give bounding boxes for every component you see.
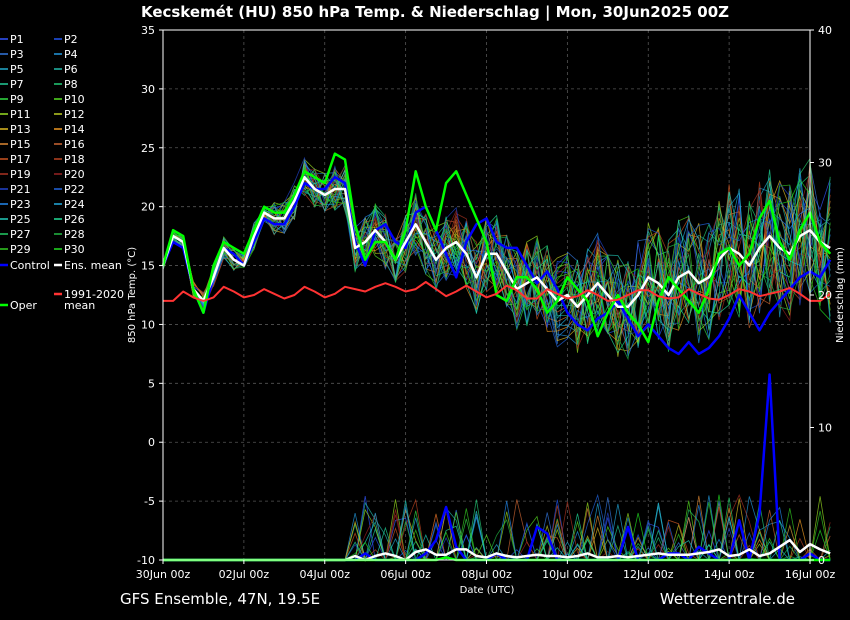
member-line-p24 <box>162 160 831 330</box>
x-tick-label: 14Jul 00z <box>704 568 755 581</box>
legend-label: P4 <box>64 48 78 61</box>
y-tick-label: 5 <box>148 377 155 390</box>
legend: P1 P2 P3 P4 P5 P6 P7 P8 P9 P10 P11 P12 P13 P14 P15 P16 P… <box>0 33 124 312</box>
legend-label: P28 <box>64 228 85 241</box>
legend-label: P30 <box>64 243 85 256</box>
y-axis-ticks: 35 30 25 20 15 10 5 0 -5 -10 <box>137 24 163 567</box>
y2-tick-label: 20 <box>818 289 832 302</box>
y-tick-label: 0 <box>148 436 155 449</box>
legend-label: P7 <box>10 78 24 91</box>
series-oper <box>161 152 832 344</box>
y-tick-label: 35 <box>141 24 155 37</box>
legend-label: P5 <box>10 63 24 76</box>
y2-tick-label: 30 <box>818 157 832 170</box>
legend-label: P17 <box>10 153 31 166</box>
legend-label: P24 <box>64 198 85 211</box>
legend-label: P9 <box>10 93 24 106</box>
legend-label: P27 <box>10 228 31 241</box>
x-tick-label: 16Jul 00z <box>785 568 836 581</box>
y2-axis-ticks: 40 30 20 10 0 <box>810 24 832 567</box>
member-precip-p13 <box>163 498 831 562</box>
legend-label: P11 <box>10 108 31 121</box>
legend-label: 1991-2020 mean <box>64 288 124 312</box>
legend-label: P25 <box>10 213 31 226</box>
legend-label: P29 <box>10 243 31 256</box>
series-control <box>161 175 832 356</box>
y-axis-label: 850 hPa Temp. (°C) <box>127 247 138 343</box>
grid <box>162 29 811 561</box>
legend-label: P2 <box>64 33 78 46</box>
legend-label: P15 <box>10 138 31 151</box>
x-tick-label: 02Jul 00z <box>219 568 270 581</box>
x-axis-ticks: 30Jun 00z 02Jul 00z 04Jul 00z 06Jul 00z 08Ju… <box>136 560 836 581</box>
member-precip-p27 <box>163 497 831 561</box>
series-ens-mean-precip <box>163 538 831 562</box>
legend-label: P22 <box>64 183 85 196</box>
y-tick-label: 30 <box>141 83 155 96</box>
legend-label: P16 <box>64 138 85 151</box>
y2-tick-label: 40 <box>818 24 832 37</box>
member-line-p26 <box>162 169 831 354</box>
legend-label: P20 <box>64 168 85 181</box>
footer-model-info: GFS Ensemble, 47N, 19.5E <box>120 590 320 608</box>
x-axis-label: Date (UTC) <box>460 585 515 596</box>
legend-label: P6 <box>64 63 78 76</box>
legend-label: P18 <box>64 153 85 166</box>
legend-label: P26 <box>64 213 85 226</box>
y-tick-label: 15 <box>141 260 155 273</box>
x-tick-label: 30Jun 00z <box>136 568 191 581</box>
x-tick-label: 08Jul 00z <box>461 568 512 581</box>
series-1991-2020-mean <box>163 281 831 302</box>
y2-tick-label: 10 <box>818 422 832 435</box>
x-tick-label: 06Jul 00z <box>380 568 431 581</box>
x-tick-label: 04Jul 00z <box>299 568 350 581</box>
legend-label: P19 <box>10 168 31 181</box>
legend-label: P13 <box>10 123 31 136</box>
legend-label: Control <box>10 259 50 272</box>
legend-label: P10 <box>64 93 85 106</box>
legend-label: P12 <box>64 108 85 121</box>
y-tick-label: 25 <box>141 142 155 155</box>
legend-label: Ens. mean <box>64 259 122 272</box>
member-precip-p3 <box>163 497 831 561</box>
y-tick-label: 20 <box>141 201 155 214</box>
y-tick-label: -10 <box>137 554 155 567</box>
chart-title: Kecskemét (HU) 850 hPa Temp. & Niedersch… <box>141 3 729 22</box>
footer-site: Wetterzentrale.de <box>660 590 795 608</box>
legend-label: P21 <box>10 183 31 196</box>
member-line-p21 <box>162 156 831 335</box>
y2-tick-label: 0 <box>818 554 825 567</box>
legend-label: P14 <box>64 123 85 136</box>
legend-label: P8 <box>64 78 78 91</box>
y2-axis-label: Niederschlag (mm) <box>835 247 846 343</box>
y-tick-label: 10 <box>141 318 155 331</box>
y-tick-label: -5 <box>144 495 155 508</box>
legend-label: P1 <box>10 33 24 46</box>
legend-label: P23 <box>10 198 31 211</box>
member-line-p25 <box>162 170 831 332</box>
member-line-p17 <box>162 165 831 337</box>
member-line-p28 <box>162 183 831 361</box>
legend-label: P3 <box>10 48 24 61</box>
x-tick-label: 10Jul 00z <box>542 568 593 581</box>
member-line-p27 <box>162 157 831 352</box>
x-tick-label: 12Jul 00z <box>623 568 674 581</box>
series-ens-mean <box>161 175 831 309</box>
member-line-p6 <box>162 173 831 340</box>
legend-label: Oper <box>10 299 37 312</box>
